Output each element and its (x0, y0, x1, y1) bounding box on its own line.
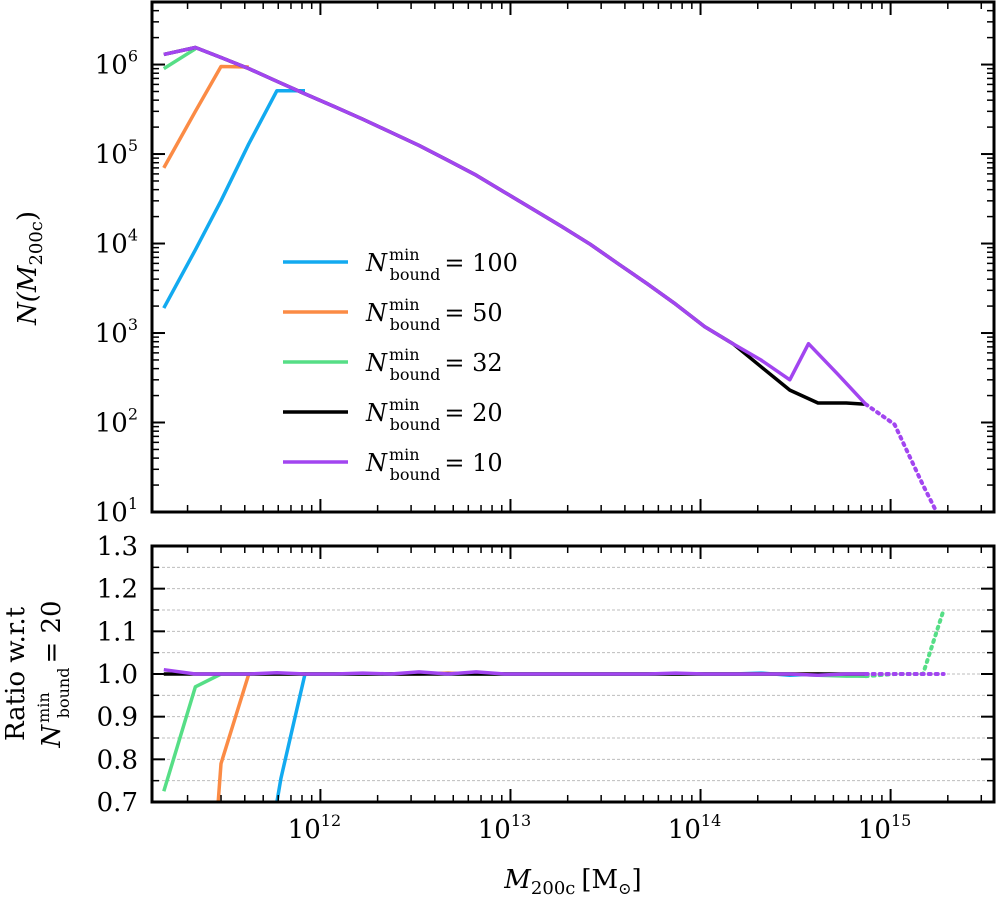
ytick-base: 10 (95, 319, 128, 349)
ytick-exp: 6 (128, 47, 138, 66)
legend-eq: = 50 (444, 299, 502, 327)
top-ytick-label: 102 (95, 405, 138, 439)
xtick-label: 1015 (858, 811, 911, 845)
top-series-32 (162, 47, 197, 71)
legend-n: N (365, 349, 388, 377)
top-ytick-label: 106 (95, 47, 138, 81)
ratio-ytick-label: 1.1 (97, 617, 138, 647)
ytick-base: 10 (95, 51, 128, 81)
legend-n: N (365, 399, 388, 427)
legend-sup: min (389, 445, 420, 464)
legend-n: N (365, 299, 388, 327)
top-axes-frame (150, 0, 996, 514)
legend-sub: bound (390, 265, 441, 284)
xtick-base: 10 (288, 815, 321, 845)
ratio-ytick-label: 1.3 (97, 532, 138, 562)
legend-sub: bound (390, 315, 441, 334)
legend-sup: min (389, 245, 420, 264)
legend-sup: min (389, 345, 420, 364)
xtick-exp: 12 (321, 811, 341, 830)
ratio-series-32 (162, 671, 866, 792)
bottom-series-lines (162, 608, 946, 802)
legend-eq: = 10 (444, 449, 502, 477)
ytick-exp: 1 (128, 494, 138, 513)
xtick-exp: 15 (891, 811, 911, 830)
legend-sub: bound (390, 415, 441, 434)
top-series-lines (162, 45, 939, 512)
legend-sub: bound (390, 465, 441, 484)
xtick-base: 10 (478, 815, 511, 845)
top-series-100 (162, 88, 305, 309)
ytick-exp: 3 (128, 315, 138, 334)
xtick-exp: 14 (701, 811, 721, 830)
top-series-20 (163, 45, 866, 406)
ytick-base: 10 (95, 230, 128, 260)
ytick-exp: 4 (128, 226, 138, 245)
ratio-ytick-label: 0.9 (97, 703, 138, 733)
ytick-base: 10 (95, 498, 128, 528)
ytick-exp: 5 (128, 136, 138, 155)
top-ytick-label: 104 (95, 226, 138, 260)
top-ytick-label: 101 (95, 494, 138, 528)
xtick-base: 10 (668, 815, 701, 845)
ytick-base: 10 (95, 409, 128, 439)
top-ytick-label: 105 (95, 136, 138, 170)
legend-sup: min (389, 295, 420, 314)
xtick-label: 1014 (668, 811, 721, 845)
top-series-tail (863, 402, 939, 512)
ratio-ylabel-line1: Ratio w.r.t (1, 606, 31, 741)
xlabel: M200c [M⊙] (503, 865, 641, 899)
top-ytick-label: 103 (95, 315, 138, 349)
xtick-label: 1012 (288, 811, 341, 845)
legend-eq: = 100 (444, 249, 518, 277)
legend-eq: = 20 (444, 399, 502, 427)
legend-n: N (365, 249, 388, 277)
ratio-ytick-label: 1.0 (97, 660, 138, 690)
ratio-ytick-label: 0.7 (97, 788, 138, 818)
top-ylabel: N(M200c) (13, 211, 47, 326)
legend-sup: min (389, 395, 420, 414)
top-series-50 (162, 64, 249, 169)
ytick-exp: 2 (128, 405, 138, 424)
legend-eq: = 32 (444, 349, 502, 377)
legend-n: N (365, 449, 388, 477)
ratio-series-10 (163, 667, 866, 678)
ratio-series-32-tail (863, 608, 946, 679)
ratio-ytick-label: 1.2 (97, 575, 138, 605)
xtick-label: 1013 (478, 811, 531, 845)
top-series-10 (163, 45, 867, 406)
ratio-ytick-label: 0.8 (97, 745, 138, 775)
xtick-exp: 13 (511, 811, 531, 830)
ratio-ylabel-line2: Nminbound= 20 (34, 600, 73, 748)
ytick-base: 10 (95, 140, 128, 170)
xtick-base: 10 (858, 815, 891, 845)
legend-sub: bound (390, 365, 441, 384)
